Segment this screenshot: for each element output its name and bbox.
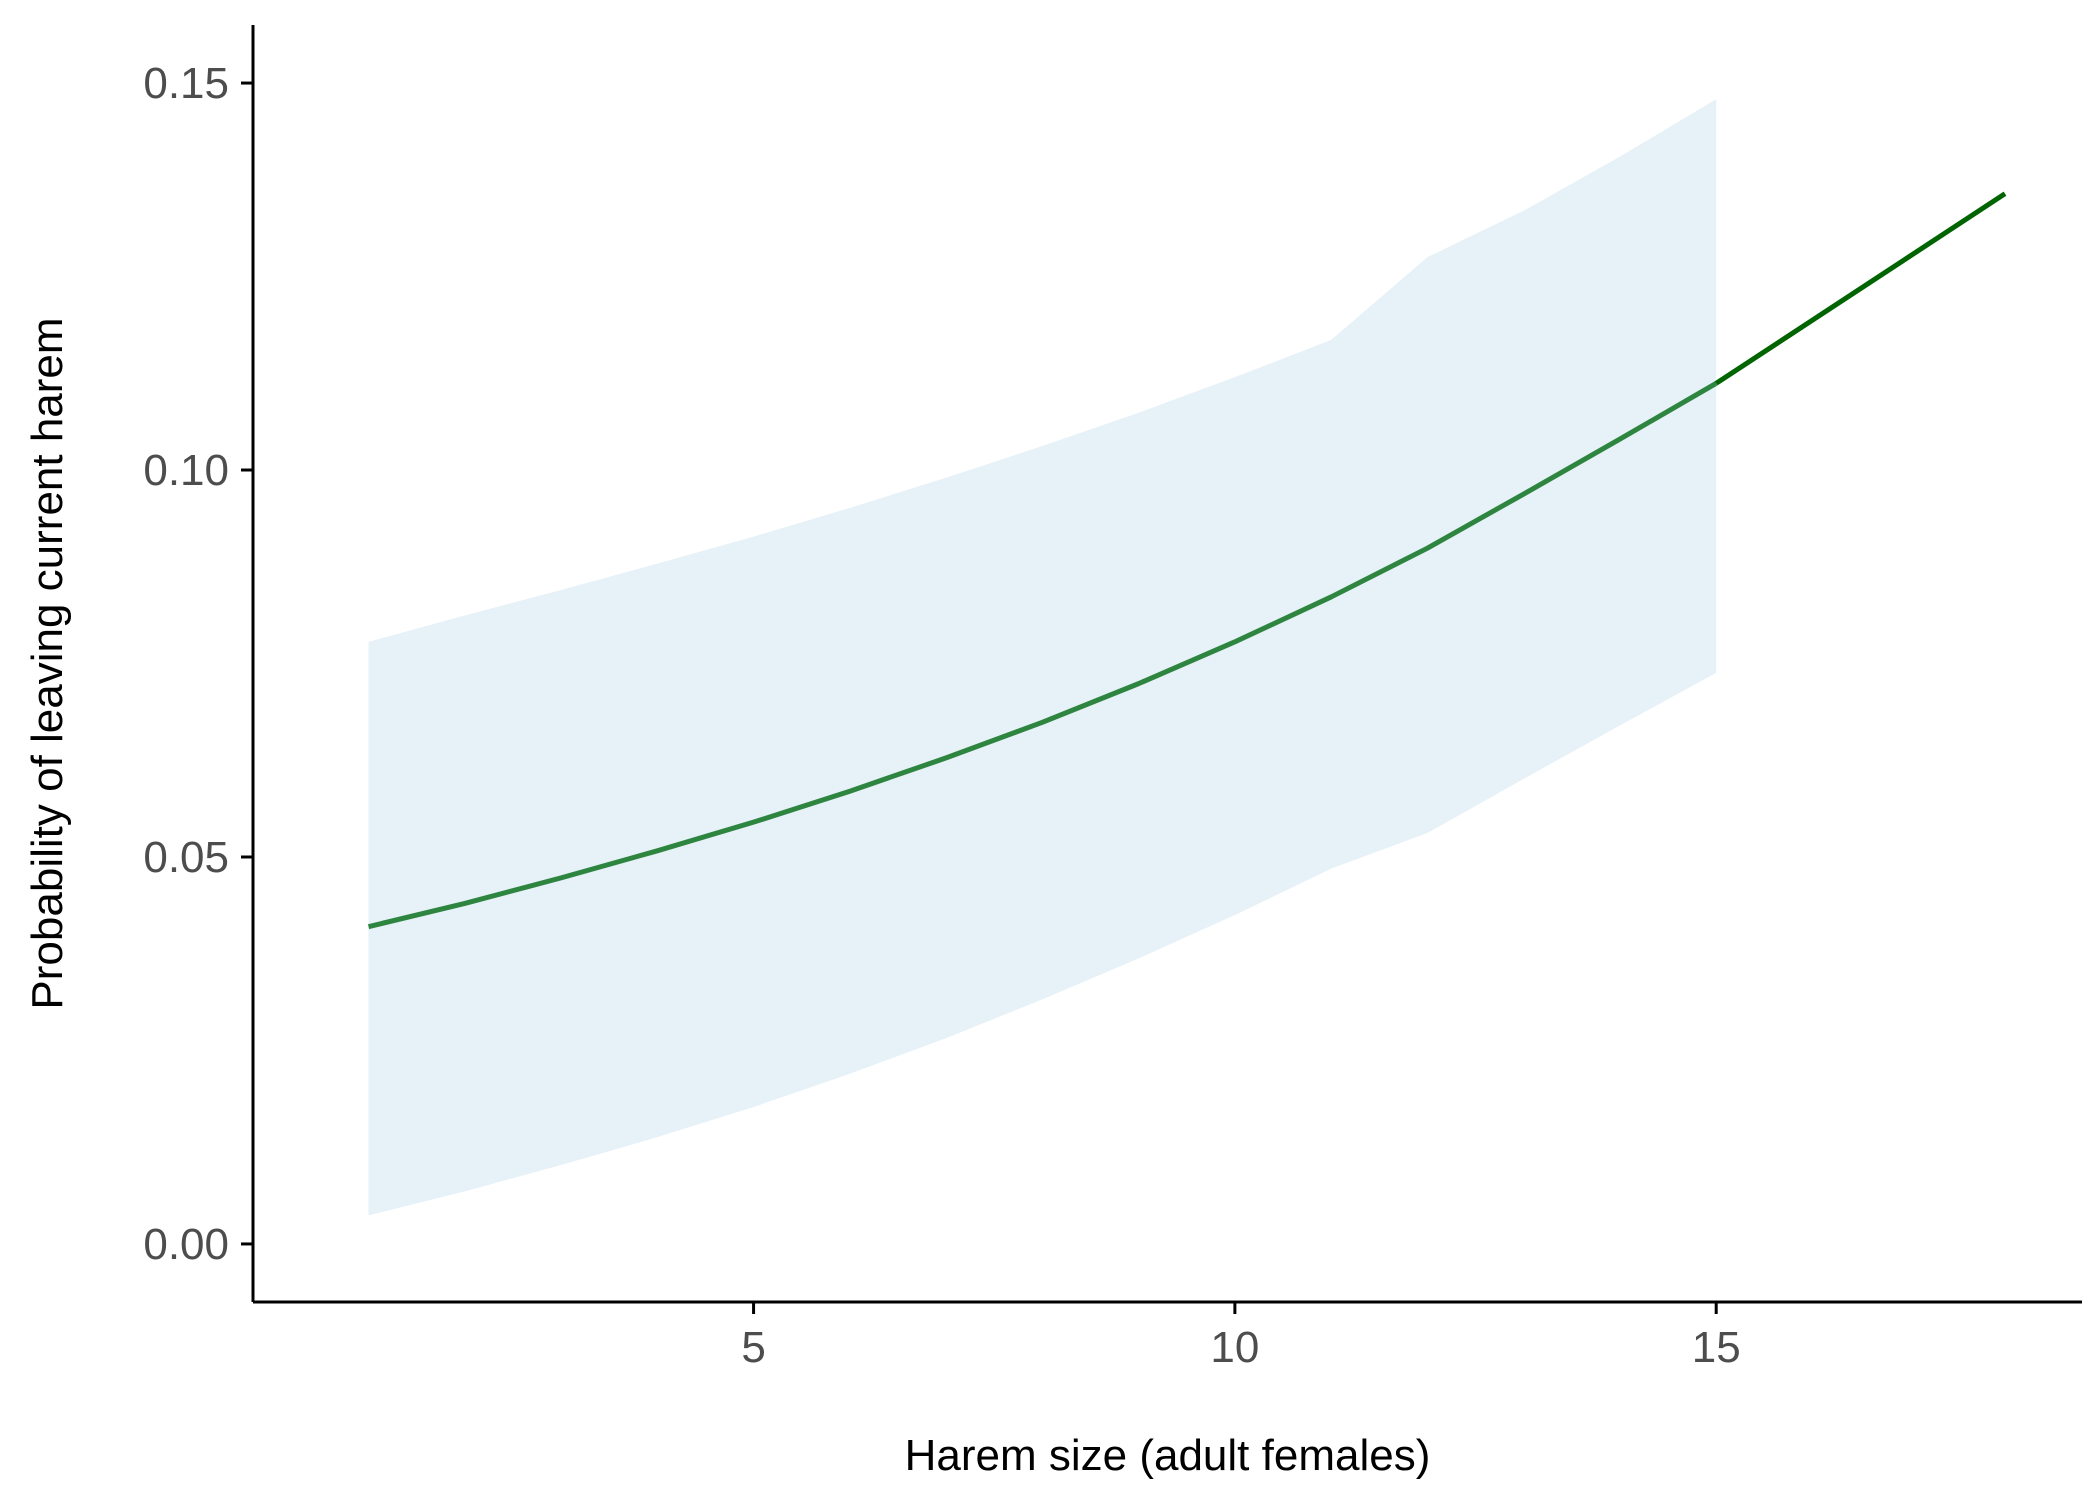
y-tick-label: 0.15 <box>143 59 229 108</box>
series-line-layer <box>367 191 2007 930</box>
confidence-ribbon-layer <box>368 99 1717 1216</box>
series-line-fitted <box>367 381 1718 930</box>
y-tick-label: 0.00 <box>143 1220 229 1269</box>
y-tick-label: 0.10 <box>143 446 229 495</box>
x-tick-label: 5 <box>741 1323 765 1372</box>
x-axis-title: Harem size (adult females) <box>905 1431 1431 1480</box>
y-axis-title: Probability of leaving current harem <box>23 317 72 1009</box>
ticks: 0.00 0.05 0.10 0.15 5 10 15 <box>143 59 1740 1372</box>
x-tick-label: 10 <box>1210 1323 1259 1372</box>
series-line-extension <box>1714 191 2007 386</box>
axes <box>251 25 2082 1304</box>
confidence-ribbon <box>368 99 1717 1216</box>
x-tick-label: 15 <box>1692 1323 1741 1372</box>
y-tick-label: 0.05 <box>143 833 229 882</box>
